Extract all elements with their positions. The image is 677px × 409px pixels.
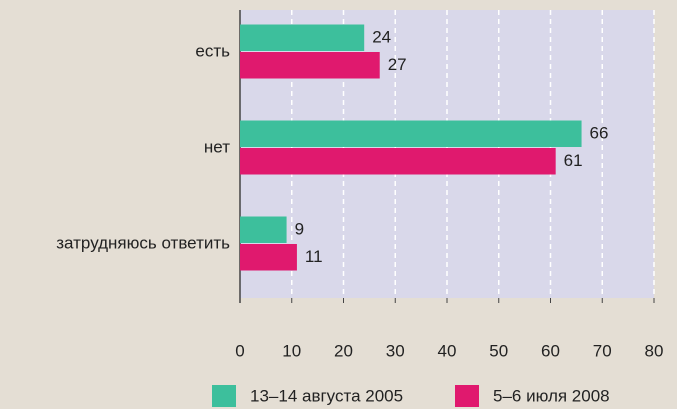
value-label: 27 xyxy=(388,55,407,74)
bar xyxy=(240,216,287,243)
x-tick-label: 0 xyxy=(235,341,244,360)
legend-label: 5–6 июля 2008 xyxy=(493,386,610,405)
x-tick-label: 40 xyxy=(438,341,457,360)
x-tick-label: 10 xyxy=(282,341,301,360)
x-tick-label: 60 xyxy=(541,341,560,360)
value-label: 66 xyxy=(590,124,609,143)
bar xyxy=(240,148,556,175)
value-label: 61 xyxy=(564,151,583,170)
value-label: 24 xyxy=(372,28,391,47)
category-label: затрудняюсь ответить xyxy=(56,233,230,252)
category-label: есть xyxy=(195,41,230,60)
value-label: 11 xyxy=(305,247,323,266)
x-tick-label: 70 xyxy=(593,341,612,360)
legend-swatch xyxy=(455,385,479,407)
value-label: 9 xyxy=(295,220,304,239)
x-tick-label: 80 xyxy=(645,341,664,360)
legend-label: 13–14 августа 2005 xyxy=(250,386,403,405)
x-tick-label: 50 xyxy=(489,341,508,360)
legend-swatch xyxy=(212,385,236,407)
x-tick-label: 30 xyxy=(386,341,405,360)
bar xyxy=(240,24,365,51)
category-label: нет xyxy=(204,137,230,156)
bar xyxy=(240,244,297,271)
x-tick-label: 20 xyxy=(334,341,353,360)
bar xyxy=(240,120,582,147)
bar xyxy=(240,52,380,79)
